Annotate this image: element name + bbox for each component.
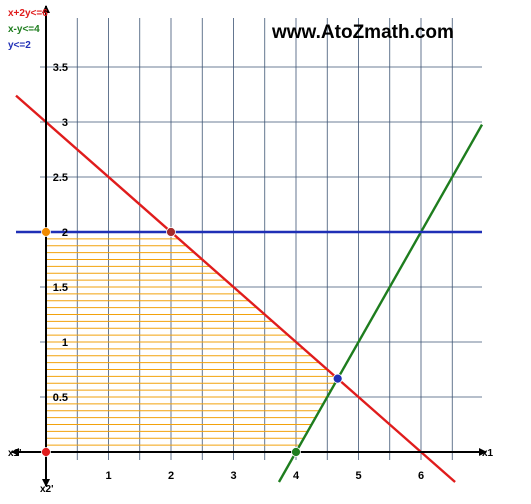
corner-point bbox=[332, 373, 343, 384]
y-tick-label: 3.5 bbox=[53, 62, 68, 74]
x-tick-label: 6 bbox=[418, 470, 424, 482]
x-tick-label: 4 bbox=[293, 470, 300, 482]
x-tick-label: 2 bbox=[168, 470, 174, 482]
y-tick-label: 1.5 bbox=[53, 282, 68, 294]
y-tick-label: 1 bbox=[62, 337, 68, 349]
legend: x+2y<=6 x-y<=4 y<=2 bbox=[8, 8, 48, 51]
constraint-lines bbox=[15, 94, 484, 483]
constraint-line bbox=[277, 124, 484, 483]
x-axis-negative-label: x1' bbox=[8, 448, 22, 459]
legend-item: x-y<=4 bbox=[8, 24, 40, 35]
watermark-text: www.AtoZmath.com bbox=[271, 22, 454, 43]
y-tick-label: 2.5 bbox=[53, 172, 68, 184]
legend-item: x+2y<=6 bbox=[8, 8, 48, 19]
x-tick-label: 1 bbox=[106, 470, 112, 482]
axes bbox=[11, 5, 487, 487]
corner-point bbox=[166, 227, 176, 237]
y-tick-label: 0.5 bbox=[53, 392, 68, 404]
corner-point bbox=[291, 447, 301, 457]
y-axis-arrow-icon bbox=[42, 5, 50, 13]
y-axis-arrow-icon bbox=[42, 479, 50, 487]
x-axis-positive-label: x1 bbox=[482, 448, 494, 459]
x-axis-arrow-icon bbox=[479, 448, 487, 456]
corner-points bbox=[41, 227, 343, 457]
legend-item: y<=2 bbox=[8, 40, 31, 51]
constraint-line bbox=[15, 94, 456, 483]
x-tick-label: 5 bbox=[356, 470, 362, 482]
y-axis-negative-label: x2' bbox=[40, 484, 54, 495]
y-tick-label: 3 bbox=[62, 117, 68, 129]
corner-point bbox=[41, 447, 51, 457]
x-tick-label: 3 bbox=[231, 470, 237, 482]
corner-point bbox=[41, 227, 51, 237]
tick-labels: 1 2 3 4 5 6 0.5 1 1.5 2 2.5 3 3.5 bbox=[53, 62, 424, 482]
feasible-region-hatch bbox=[46, 238, 336, 446]
x-axis-arrow-icon bbox=[11, 448, 19, 456]
y-tick-label: 2 bbox=[62, 227, 68, 239]
